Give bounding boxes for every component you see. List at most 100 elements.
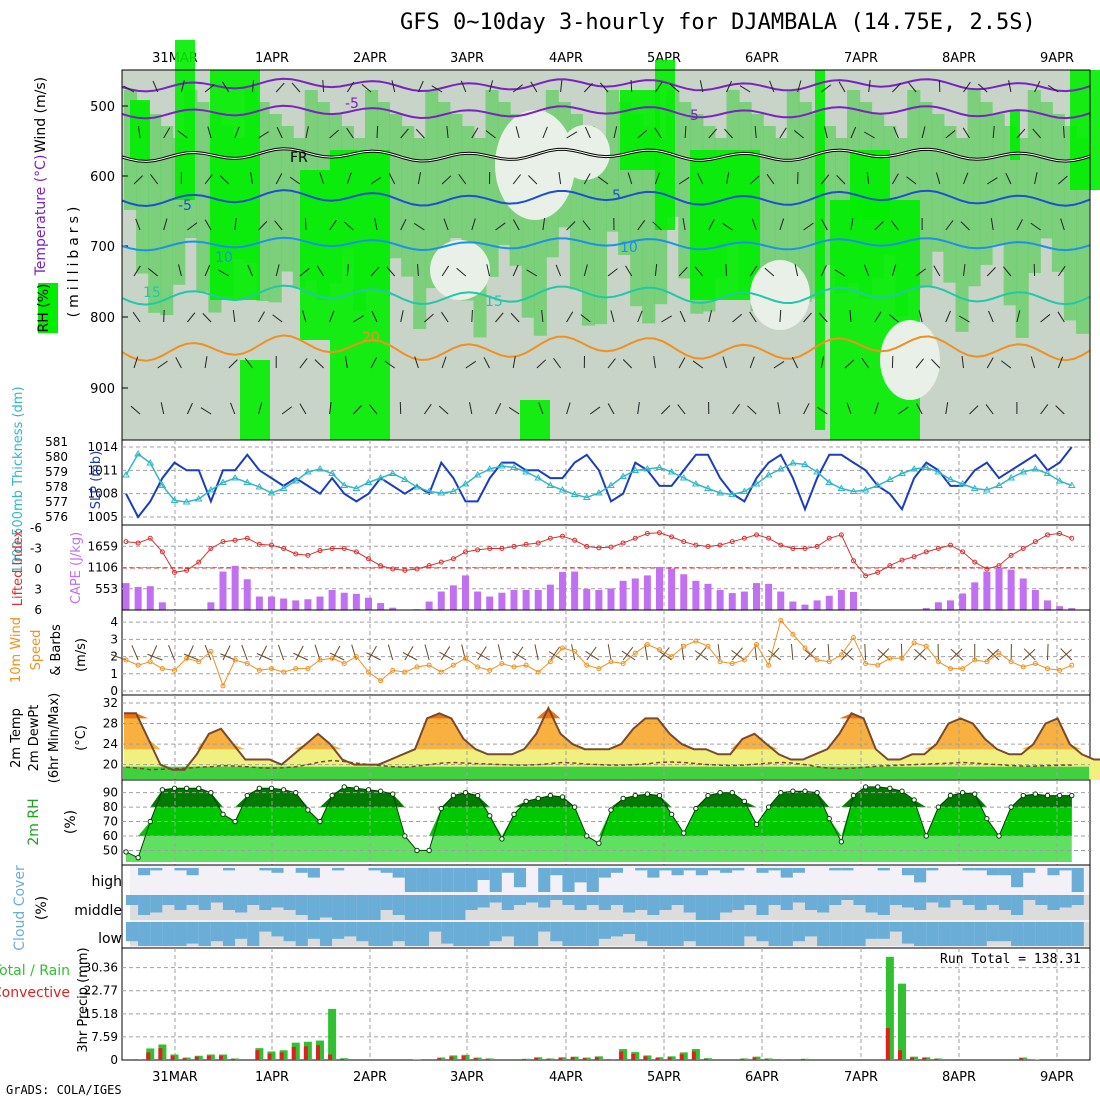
- lifted-index-point: [923, 549, 929, 555]
- thickness-point: [546, 481, 555, 488]
- cloud-bar: [295, 895, 308, 915]
- date-label-top-9: 8APR: [942, 51, 976, 66]
- wind-speed-point: [693, 638, 699, 644]
- date-label-bottom-2: 1APR: [255, 1070, 289, 1085]
- rh-saturated-plume: [210, 70, 260, 300]
- rh-moist-column: [389, 114, 403, 259]
- cloud-bar: [950, 922, 963, 946]
- cape-bar: [643, 575, 651, 610]
- wind-barb: [305, 126, 309, 139]
- wind-barb: [132, 311, 141, 323]
- rh-moist-column: [1039, 102, 1053, 239]
- wind-barb: [353, 315, 364, 323]
- lifted-index-point: [596, 545, 602, 551]
- cape-bar: [534, 590, 542, 610]
- cloud-bar: [974, 895, 987, 910]
- wind-barb-10m: [293, 652, 309, 661]
- cloud-bar: [368, 868, 381, 871]
- cape-bar: [1007, 569, 1015, 610]
- rh2m-point: [972, 791, 978, 797]
- rh2m-point: [656, 792, 663, 799]
- wind-barb: [386, 266, 396, 277]
- wind-barb: [160, 402, 165, 415]
- wind-barb: [684, 125, 687, 139]
- cloud-bar: [974, 922, 987, 946]
- label-minmax: (6hr Min/Max): [47, 693, 62, 783]
- wind-barb: [417, 80, 424, 93]
- wind-barb: [299, 403, 307, 415]
- thickness-point: [316, 465, 324, 472]
- cloud-bar: [198, 895, 211, 910]
- wind-speed-point: [317, 657, 323, 663]
- wind-barb: [874, 311, 882, 323]
- wind-barb: [275, 264, 280, 277]
- wind-barb: [936, 172, 941, 185]
- cape-bar: [692, 580, 700, 610]
- rh-dry-pocket: [430, 240, 490, 300]
- cloud-bar: [695, 895, 708, 920]
- cloud-bar: [368, 922, 381, 946]
- rh-moist-column: [606, 90, 620, 232]
- run-total-value: 138.31: [1033, 952, 1081, 967]
- wind-speed-point: [596, 666, 602, 672]
- cape-bar: [546, 584, 554, 610]
- wind-barb: [610, 310, 615, 323]
- cape-bar: [352, 593, 360, 610]
- wind-speed-point: [960, 666, 966, 672]
- wind-speed-point: [499, 660, 505, 666]
- thickness-point: [146, 459, 155, 466]
- rh-legend-swatch: [38, 283, 58, 333]
- wind-barb-10m: [404, 646, 414, 661]
- wind-barb: [988, 310, 994, 323]
- rh2m-point: [123, 849, 129, 855]
- cloud-bar: [162, 922, 175, 946]
- wind-speed-point: [608, 659, 614, 665]
- cloud-bar: [1047, 895, 1060, 910]
- wind-barb: [749, 265, 758, 277]
- wind-barb: [456, 267, 467, 277]
- wind-barb: [844, 359, 855, 369]
- cloud-bar: [283, 922, 296, 942]
- rh-tick-80: 80: [103, 800, 118, 814]
- label-thickness: 1000-500mb Thickness (dm): [11, 386, 26, 573]
- lifted-index-point: [305, 552, 311, 558]
- wind-barb: [207, 126, 212, 139]
- cloud-bar: [392, 868, 405, 878]
- wind-barb: [376, 125, 379, 139]
- cloud-bar: [744, 895, 757, 905]
- wind-barb: [637, 402, 640, 415]
- precip-total-bar: [328, 1008, 337, 1060]
- wind-speed-point: [729, 660, 735, 666]
- wind-barb: [471, 127, 479, 139]
- cloud-bar: [429, 895, 442, 920]
- thickness-point: [982, 486, 991, 493]
- wind-barb: [890, 220, 899, 231]
- precip-conv-bar: [570, 1057, 575, 1060]
- rh2m-point: [159, 787, 166, 793]
- cloud-bar: [998, 922, 1012, 942]
- cloud-bar: [538, 895, 551, 908]
- date-label-bottom-8: 7APR: [844, 1070, 878, 1085]
- cape-bar: [765, 583, 773, 610]
- rh2m-point: [620, 795, 626, 802]
- rh-moist-column: [774, 138, 788, 267]
- label-convective: Convective: [0, 985, 70, 1001]
- wind-speed-point: [1020, 664, 1026, 670]
- wind-barb: [526, 269, 538, 277]
- cape-bar: [255, 596, 263, 610]
- cloud-bar: [986, 895, 999, 905]
- cloud-bar: [453, 895, 466, 920]
- temp-tick-24: 24: [103, 737, 118, 751]
- wind-barb-10m: [256, 653, 272, 661]
- wind-barb: [1060, 218, 1065, 231]
- rh2m-point: [547, 792, 554, 799]
- cloud-bar: [247, 922, 260, 946]
- wind-barb: [275, 173, 283, 185]
- wind-barb: [510, 312, 520, 323]
- wind-barb: [512, 356, 516, 369]
- cloud-bar: [804, 895, 818, 910]
- wind-barb: [764, 267, 775, 277]
- cloud-bar: [453, 922, 466, 946]
- precip-conv-bar: [558, 1057, 563, 1060]
- li-tick--3: -3: [30, 542, 42, 556]
